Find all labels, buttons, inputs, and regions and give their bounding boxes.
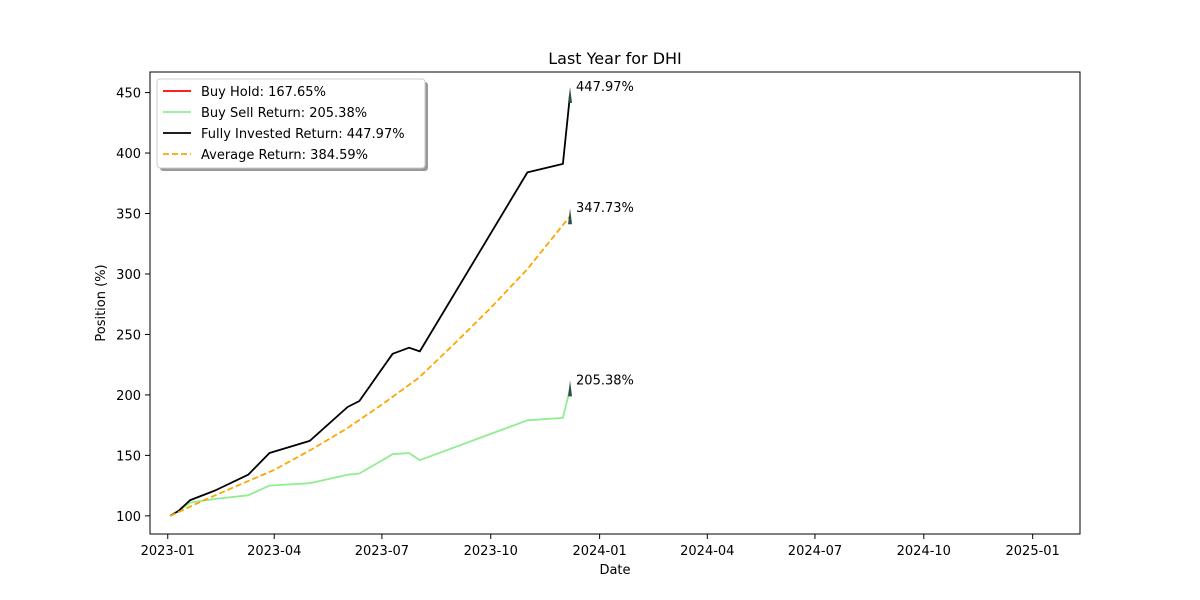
x-axis-title: Date — [599, 563, 630, 578]
annotation-arrow — [568, 208, 573, 225]
series-line-2 — [169, 94, 571, 517]
x-tick-label: 2023-04 — [247, 544, 301, 559]
series-line-1 — [169, 388, 571, 517]
legend-label: Average Return: 384.59% — [201, 148, 368, 163]
plot-area-frame — [149, 71, 1081, 535]
y-tick-label: 100 — [116, 510, 141, 525]
x-tick-label: 2025-01 — [1006, 544, 1060, 559]
legend-label: Buy Sell Return: 205.38% — [201, 106, 367, 121]
legend-label: Fully Invested Return: 447.97% — [201, 127, 405, 142]
x-tick-label: 2024-10 — [897, 544, 951, 559]
annotation-arrow — [568, 380, 573, 397]
annotation-label: 347.73% — [576, 201, 634, 216]
series-line-3 — [169, 215, 571, 517]
y-tick-label: 350 — [116, 208, 141, 223]
annotation-label: 205.38% — [576, 373, 634, 388]
y-tick-label: 250 — [116, 328, 141, 343]
annotation-label: 447.97% — [576, 80, 634, 95]
legend-box — [156, 78, 426, 169]
series-layer — [169, 94, 571, 517]
x-tick-label: 2023-07 — [355, 544, 409, 559]
y-axis-title: Position (%) — [94, 264, 109, 341]
legend: Buy Hold: 167.65% Buy Sell Return: 205.38… — [156, 78, 428, 171]
legend-label: Buy Hold: 167.65% — [201, 85, 326, 100]
chart-title: Last Year for DHI — [548, 49, 682, 68]
y-tick-label: 150 — [116, 449, 141, 464]
y-tick-label: 400 — [116, 147, 141, 162]
annotation-arrow — [568, 87, 573, 104]
y-axis: 100 150 200 250 300 350 400 450 — [116, 87, 150, 525]
y-tick-label: 300 — [116, 268, 141, 283]
x-tick-label: 2024-04 — [680, 544, 734, 559]
y-tick-label: 450 — [116, 87, 141, 102]
x-tick-label: 2023-10 — [464, 544, 518, 559]
x-axis: 2023-01 2023-04 2023-07 2023-10 2024-01 2024-… — [141, 534, 1060, 559]
x-tick-label: 2023-01 — [141, 544, 195, 559]
y-tick-label: 200 — [116, 389, 141, 404]
annotation-layer: 447.97% 347.73% 205.38% — [568, 80, 634, 397]
x-tick-label: 2024-01 — [572, 544, 626, 559]
x-tick-label: 2024-07 — [788, 544, 842, 559]
